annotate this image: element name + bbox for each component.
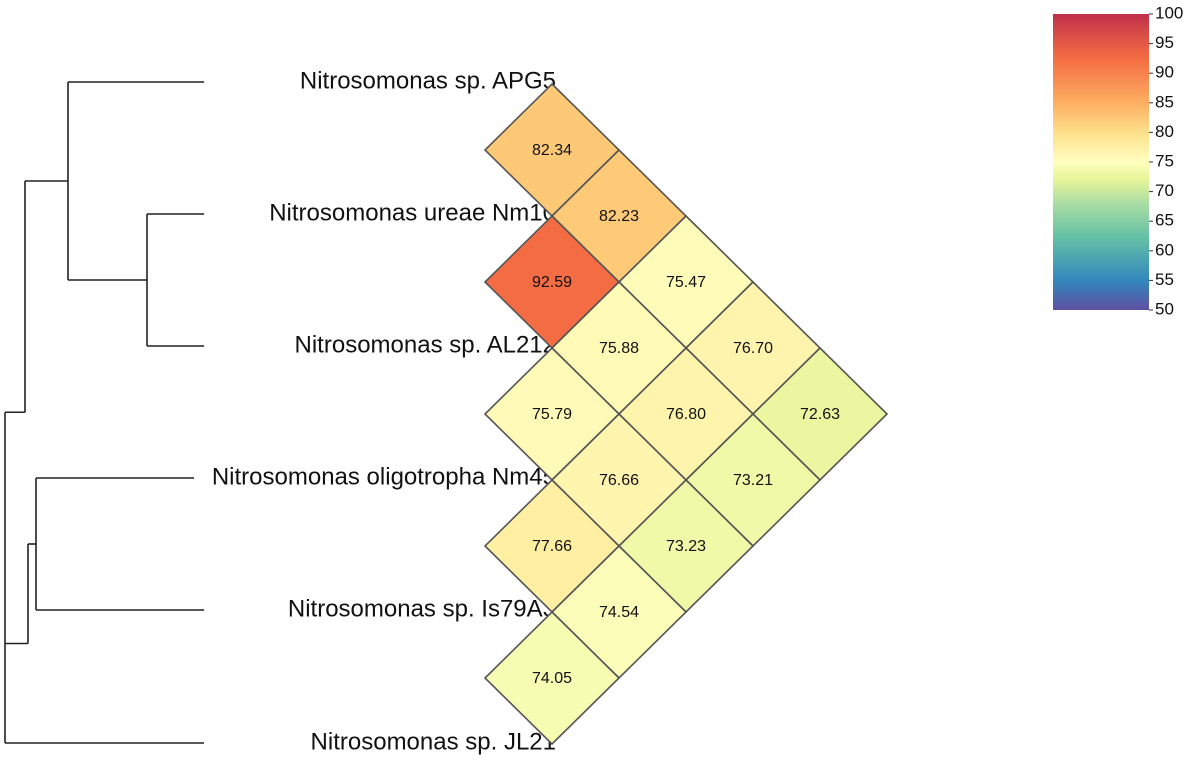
legend-tick-label: 75 [1155, 151, 1174, 170]
cell-value-label: 75.79 [532, 406, 572, 423]
cell-value-label: 74.05 [532, 670, 572, 687]
cell-value-label: 74.54 [599, 604, 639, 621]
legend-tick-label: 70 [1155, 181, 1174, 200]
legend-tick-label: 90 [1155, 63, 1174, 82]
cell-value-label: 76.66 [599, 472, 639, 489]
cell-value-label: 82.34 [532, 142, 572, 159]
cell-value-label: 92.59 [532, 274, 572, 291]
legend-tick-label: 100 [1155, 3, 1183, 22]
legend-tick-label: 55 [1155, 270, 1174, 289]
legend-tick-label: 85 [1155, 92, 1174, 111]
taxon-label: Nitrosomonas sp. JL21 [311, 728, 556, 755]
taxon-label: Nitrosomonas sp. Is79A3 [288, 595, 556, 622]
legend-tick-label: 50 [1155, 299, 1174, 318]
cell-value-label: 73.23 [666, 538, 706, 555]
cell-value-label: 73.21 [733, 472, 773, 489]
legend-tick-label: 95 [1155, 33, 1174, 52]
taxon-labels: Nitrosomonas sp. APG5 Nitrosomonas ureae … [212, 67, 556, 755]
cell-value-label: 77.66 [532, 538, 572, 555]
color-scale-ticks: 100 95 90 85 80 75 70 65 60 55 50 [1149, 3, 1183, 318]
legend-tick-label: 60 [1155, 240, 1174, 259]
cell-value-label: 82.23 [599, 208, 639, 225]
cell-value-label: 75.47 [666, 274, 706, 291]
taxon-label: Nitrosomonas sp. APG5 [300, 67, 556, 94]
heatmap-cells: 82.34 82.23 75.47 76.70 72.63 92.59 75.88 76.80… [483, 82, 889, 746]
cell-value-label: 76.80 [666, 406, 706, 423]
color-scale-legend: 100 95 90 85 80 75 70 65 60 55 50 [1053, 3, 1183, 318]
taxon-label: Nitrosomonas ureae Nm10 [269, 199, 556, 226]
dendrogram [4, 81, 204, 744]
heatmap-cell [483, 610, 621, 746]
taxon-label: Nitrosomonas oligotropha Nm45 [212, 463, 556, 490]
taxon-label: Nitrosomonas sp. AL212 [295, 331, 556, 358]
cell-value-label: 75.88 [599, 340, 639, 357]
color-scale-bar [1053, 14, 1149, 310]
legend-tick-label: 65 [1155, 211, 1174, 230]
cell-value-label: 76.70 [733, 340, 773, 357]
cell-value-label: 72.63 [800, 406, 840, 423]
legend-tick-label: 80 [1155, 122, 1174, 141]
